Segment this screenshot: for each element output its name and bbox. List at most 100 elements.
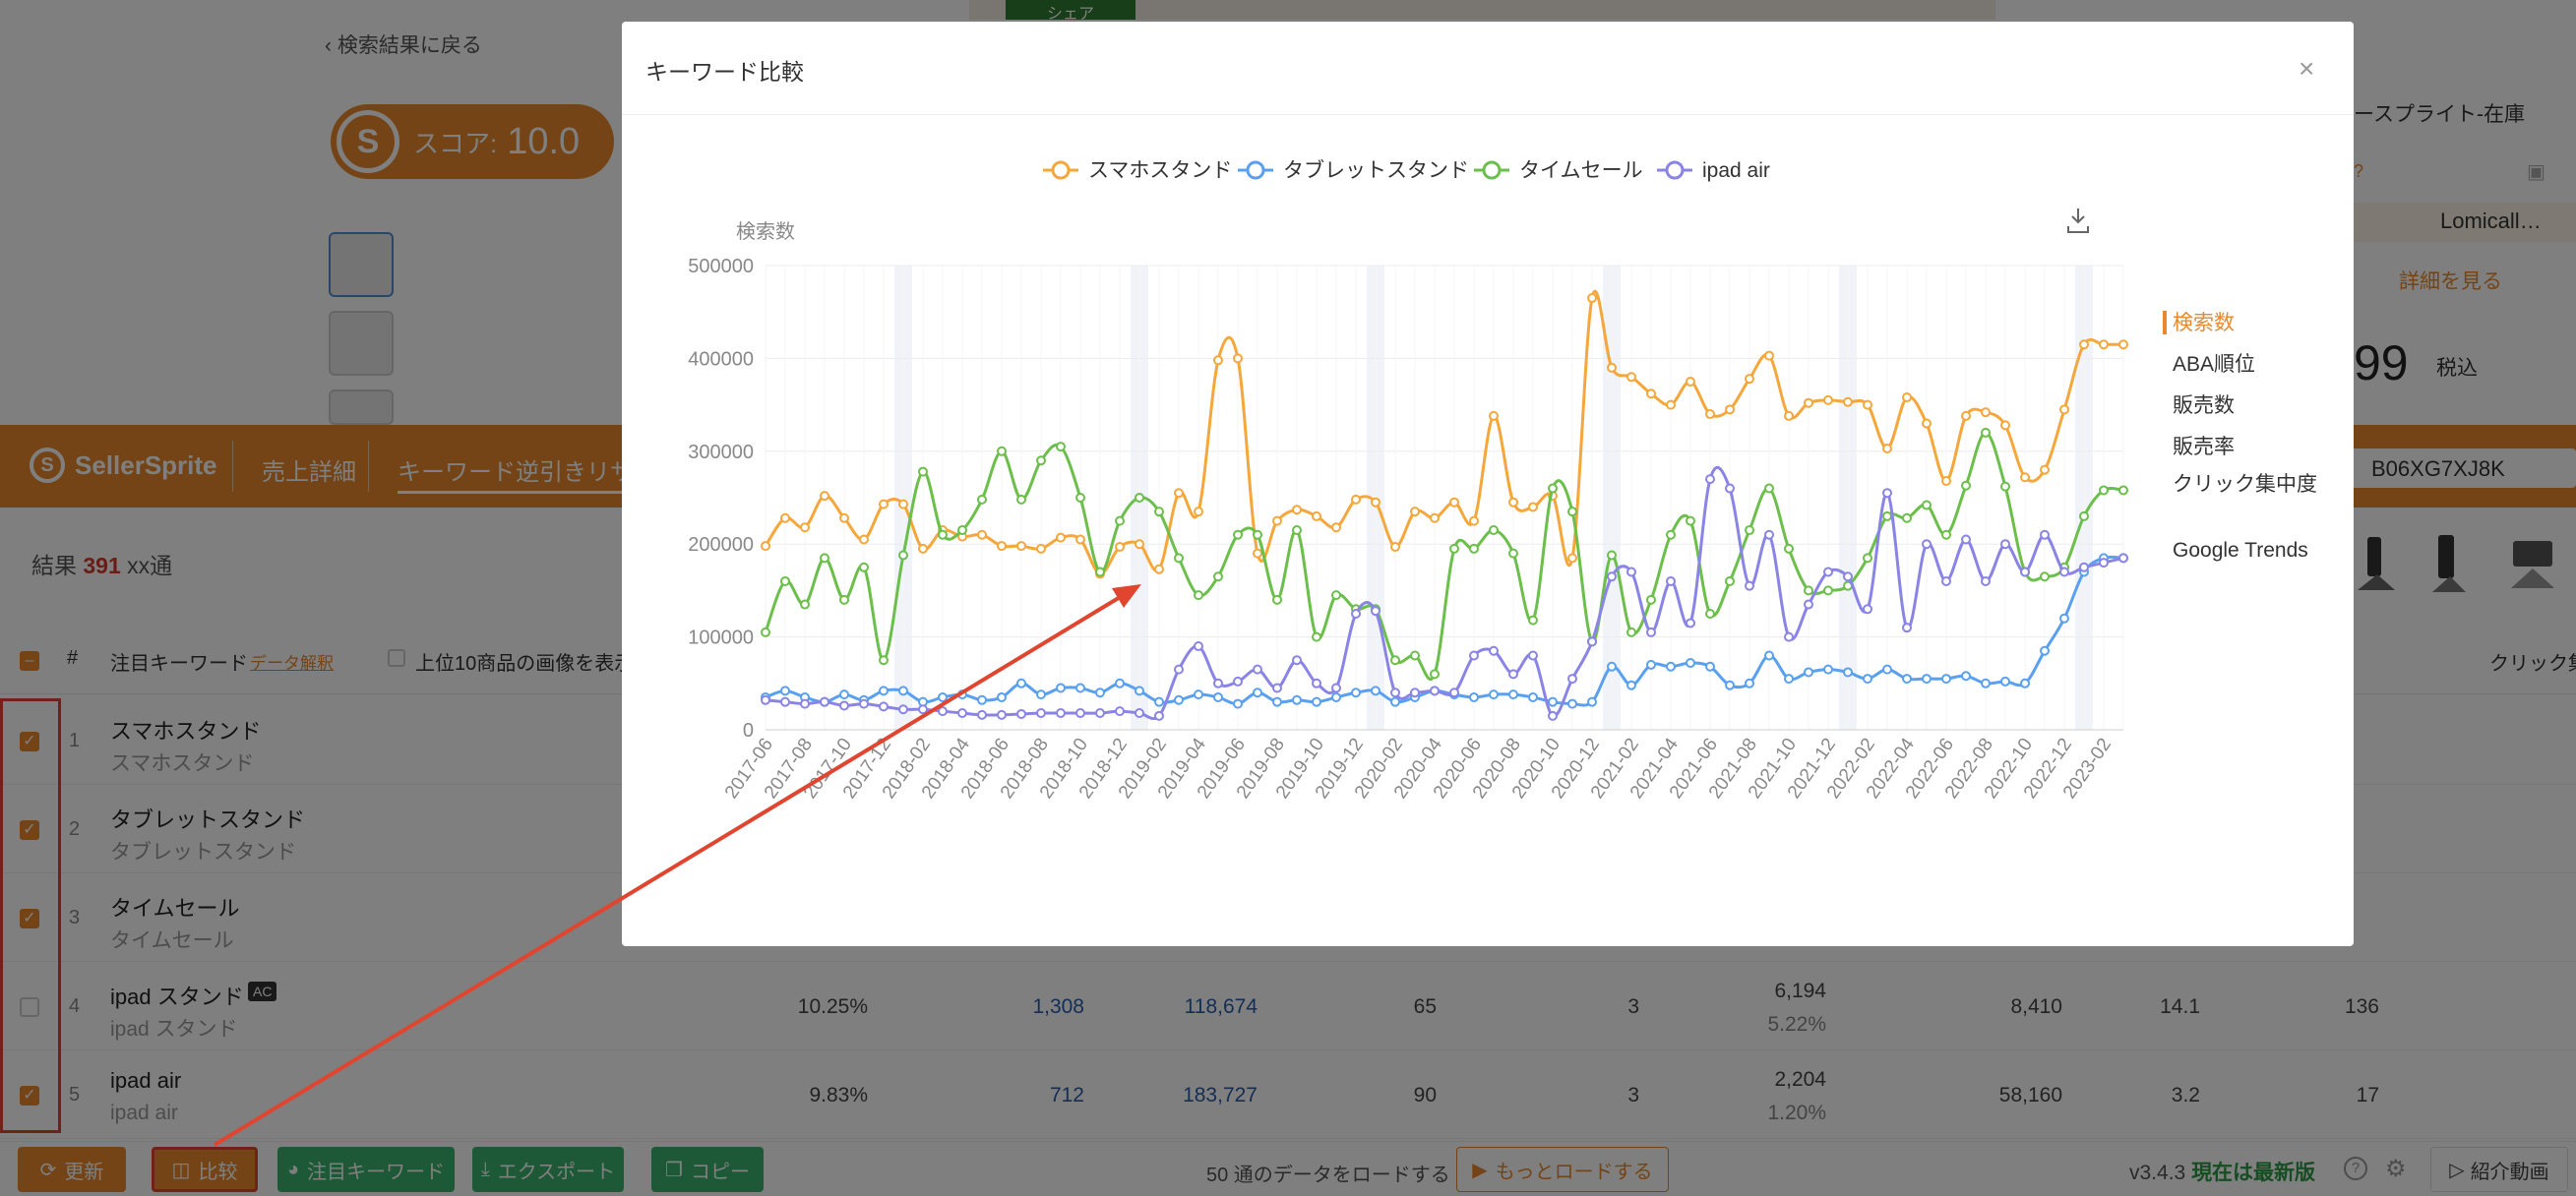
data-point[interactable] xyxy=(1804,599,1813,610)
data-point[interactable] xyxy=(1823,585,1833,596)
data-point[interactable] xyxy=(1331,590,1341,601)
data-point[interactable] xyxy=(1075,683,1085,693)
data-point[interactable] xyxy=(1567,674,1577,685)
data-point[interactable] xyxy=(1567,507,1577,517)
data-point[interactable] xyxy=(1154,710,1164,721)
data-point[interactable] xyxy=(1764,650,1774,661)
data-point[interactable] xyxy=(820,553,829,564)
data-point[interactable] xyxy=(1705,474,1715,485)
data-point[interactable] xyxy=(1981,575,1991,586)
data-point[interactable] xyxy=(1528,502,1538,512)
data-point[interactable] xyxy=(1213,691,1223,702)
data-point[interactable] xyxy=(1863,604,1872,615)
data-point[interactable] xyxy=(1626,627,1636,637)
data-point[interactable] xyxy=(1075,493,1085,503)
data-point[interactable] xyxy=(1823,394,1833,405)
data-point[interactable] xyxy=(1705,409,1715,420)
data-point[interactable] xyxy=(780,686,790,696)
data-point[interactable] xyxy=(1253,548,1262,559)
data-point[interactable] xyxy=(1646,594,1656,605)
data-point[interactable] xyxy=(1607,550,1617,561)
data-point[interactable] xyxy=(1804,667,1813,678)
metric-option[interactable]: 販売数 xyxy=(2173,394,2235,417)
data-point[interactable] xyxy=(1194,507,1203,517)
data-point[interactable] xyxy=(2099,339,2109,350)
data-point[interactable] xyxy=(1863,553,1872,564)
data-point[interactable] xyxy=(1194,590,1203,601)
data-point[interactable] xyxy=(1548,483,1558,494)
data-point[interactable] xyxy=(1626,680,1636,690)
data-point[interactable] xyxy=(1056,532,1066,543)
data-point[interactable] xyxy=(957,525,967,536)
data-point[interactable] xyxy=(1902,623,1912,633)
close-icon[interactable]: × xyxy=(2299,53,2315,84)
data-point[interactable] xyxy=(1725,483,1735,494)
legend-item[interactable]: ipad air xyxy=(1657,159,1770,182)
data-point[interactable] xyxy=(2079,562,2089,572)
data-point[interactable] xyxy=(2020,678,2030,688)
data-point[interactable] xyxy=(918,466,928,477)
metric-option[interactable]: ABA順位 xyxy=(2173,353,2256,376)
data-point[interactable] xyxy=(1331,522,1341,533)
data-point[interactable] xyxy=(1725,575,1735,586)
data-point[interactable] xyxy=(2000,676,2010,687)
data-point[interactable] xyxy=(1961,480,1971,491)
data-point[interactable] xyxy=(1154,564,1164,574)
data-point[interactable] xyxy=(1056,708,1066,719)
data-point[interactable] xyxy=(1233,698,1243,709)
data-point[interactable] xyxy=(1508,689,1518,700)
data-point[interactable] xyxy=(1764,483,1774,494)
data-point[interactable] xyxy=(1292,505,1302,515)
data-point[interactable] xyxy=(1135,493,1144,503)
data-point[interactable] xyxy=(1528,615,1538,626)
data-point[interactable] xyxy=(1115,515,1125,526)
data-point[interactable] xyxy=(2099,485,2109,496)
data-point[interactable] xyxy=(1489,410,1499,421)
data-point[interactable] xyxy=(1312,678,1321,688)
data-point[interactable] xyxy=(800,599,810,610)
data-point[interactable] xyxy=(2040,645,2050,656)
data-point[interactable] xyxy=(800,698,810,709)
data-point[interactable] xyxy=(1922,539,1932,550)
data-point[interactable] xyxy=(780,696,790,707)
data-point[interactable] xyxy=(2040,529,2050,540)
data-point[interactable] xyxy=(1941,674,1951,685)
data-point[interactable] xyxy=(839,594,849,605)
data-point[interactable] xyxy=(2118,485,2128,496)
legend-item[interactable]: スマホスタンド xyxy=(1043,159,1232,182)
data-point[interactable] xyxy=(1233,676,1243,687)
data-point[interactable] xyxy=(1174,694,1184,705)
data-point[interactable] xyxy=(1784,631,1794,642)
data-point[interactable] xyxy=(1410,507,1420,517)
data-point[interactable] xyxy=(1784,674,1794,685)
data-point[interactable] xyxy=(997,541,1007,552)
data-point[interactable] xyxy=(859,562,869,572)
legend-item[interactable]: タブレットスタンド xyxy=(1238,159,1469,182)
data-point[interactable] xyxy=(1981,427,1991,438)
data-point[interactable] xyxy=(918,543,928,554)
data-point[interactable] xyxy=(1764,350,1774,361)
data-point[interactable] xyxy=(780,575,790,586)
data-point[interactable] xyxy=(1882,488,1892,499)
data-point[interactable] xyxy=(820,491,829,502)
data-point[interactable] xyxy=(1449,497,1459,508)
metric-option[interactable]: クリック集中度 xyxy=(2173,473,2317,496)
data-point[interactable] xyxy=(1686,515,1695,526)
data-point[interactable] xyxy=(1666,529,1676,540)
data-point[interactable] xyxy=(1863,399,1872,410)
data-point[interactable] xyxy=(1272,594,1282,605)
data-point[interactable] xyxy=(957,708,967,719)
data-point[interactable] xyxy=(839,700,849,711)
data-point[interactable] xyxy=(1961,534,1971,545)
data-point[interactable] xyxy=(977,529,987,540)
data-point[interactable] xyxy=(1626,372,1636,383)
data-point[interactable] xyxy=(1528,691,1538,702)
data-point[interactable] xyxy=(977,694,987,705)
data-point[interactable] xyxy=(1253,664,1262,675)
data-point[interactable] xyxy=(839,689,849,700)
data-point[interactable] xyxy=(1331,691,1341,702)
data-point[interactable] xyxy=(1036,689,1046,700)
data-point[interactable] xyxy=(997,446,1007,456)
data-point[interactable] xyxy=(1135,708,1144,719)
data-point[interactable] xyxy=(1981,678,1991,688)
